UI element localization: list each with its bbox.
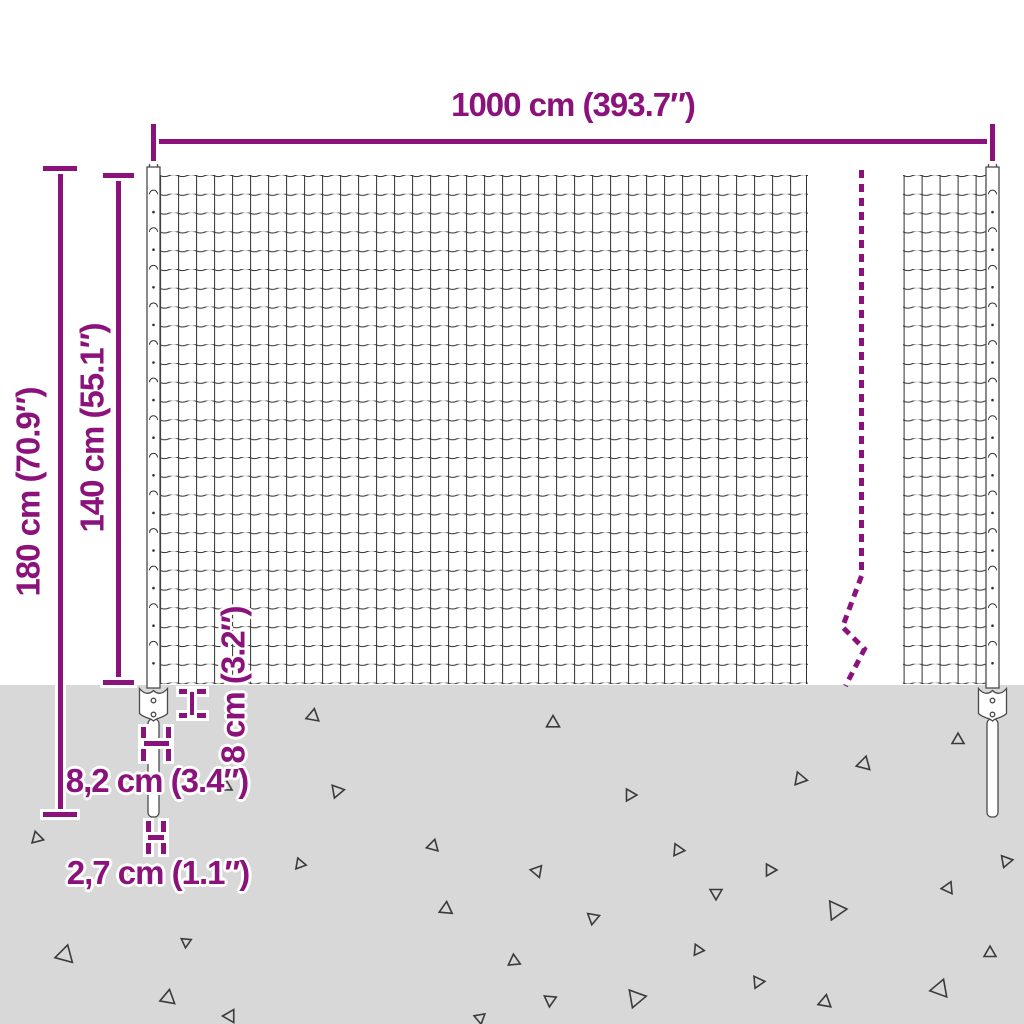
width-dimension-label: 1000 cm (393.7″) <box>451 86 696 123</box>
wire-mesh-right-section <box>903 175 991 684</box>
soil-triangle <box>53 943 74 964</box>
soil-triangle <box>472 1012 487 1024</box>
anchor-plate-right <box>977 686 1008 722</box>
wire-mesh-left-section <box>160 175 808 684</box>
soil-triangle <box>220 779 234 791</box>
soil-triangle <box>545 713 561 728</box>
soil-triangle <box>543 995 558 1009</box>
soil-triangle <box>507 952 522 966</box>
soil-triangle <box>753 975 767 990</box>
fence-height-bar-top <box>103 173 134 178</box>
post-clips-left <box>149 189 158 665</box>
soil-triangle <box>950 731 966 745</box>
soil-triangle <box>179 937 193 950</box>
soil-triangle <box>939 880 953 895</box>
soil-triangle <box>625 787 639 803</box>
soil-triangle <box>1000 854 1015 870</box>
soil-triangle <box>294 856 308 871</box>
soil-triangle <box>982 944 998 958</box>
ground-spike-right <box>977 686 1008 818</box>
spike-width-label: 2,7 cm (1.1″) <box>66 854 251 891</box>
soil-triangle <box>331 783 346 800</box>
soil-triangle <box>424 837 440 853</box>
total-height-line <box>58 168 63 816</box>
soil-triangle <box>693 942 706 957</box>
soil-triangle <box>828 899 849 922</box>
soil-triangle <box>158 987 176 1005</box>
ground-depth-label: 8 cm (3.2″) <box>214 606 252 764</box>
plate-width-bar-left <box>141 727 146 761</box>
width-dimension-tick-right <box>990 124 995 161</box>
soil-triangle <box>586 912 602 927</box>
spike-width-line <box>148 835 164 840</box>
soil-triangle <box>304 707 320 722</box>
soil-triangle <box>30 829 46 845</box>
ground-triangles <box>30 707 1015 1024</box>
fence-height-bar-bottom <box>103 680 134 685</box>
plate-width-label: 8,2 cm (3.4″) <box>65 762 250 799</box>
break-line <box>839 170 868 688</box>
anchor-plate-left <box>138 686 169 722</box>
fence-height-line <box>116 175 121 685</box>
soil-triangle <box>928 977 948 999</box>
total-height-label: 180 cm (70.9″) <box>9 387 47 597</box>
soil-triangle <box>628 988 648 1010</box>
post-clips-right <box>988 189 997 665</box>
width-dimension-line <box>153 139 994 144</box>
total-height-bar-bottom <box>43 812 77 817</box>
ground-depth-bar-bottom <box>179 713 206 718</box>
soil-triangle <box>765 862 779 878</box>
soil-triangle <box>437 899 454 915</box>
soil-triangle <box>708 888 724 902</box>
fence-post-right <box>985 159 1000 689</box>
width-dimension-tick-left <box>151 124 156 161</box>
fence-post-left <box>146 159 161 689</box>
ground-depth-bar-top <box>179 689 206 694</box>
soil-triangle <box>816 993 833 1008</box>
plate-width-line <box>144 741 169 746</box>
fence-height-label: 140 cm (55.1″) <box>73 323 111 533</box>
total-height-bar-top <box>43 166 77 171</box>
soil-triangle <box>794 770 809 786</box>
soil-triangle <box>220 1008 235 1024</box>
soil-triangle <box>673 842 687 857</box>
ground-depth-line <box>190 692 194 715</box>
soil-triangle <box>854 754 871 771</box>
soil-triangle <box>528 864 543 880</box>
